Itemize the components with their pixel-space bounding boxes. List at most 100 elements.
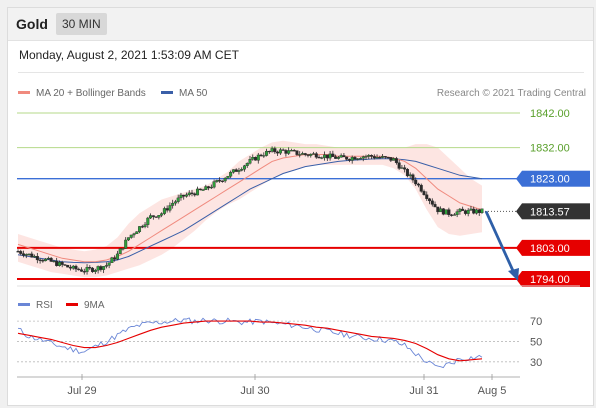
candle-body-90: [265, 150, 269, 156]
candle-body-72: [215, 180, 219, 182]
candle-body-77: [229, 171, 233, 177]
candle-body-11: [46, 257, 50, 260]
rsi-ma-line: [17, 320, 483, 362]
legend-9ma: 9MA: [66, 300, 105, 311]
rsi-line: [17, 317, 483, 369]
candle-body-35: [113, 257, 117, 260]
candle-body-101: [295, 150, 299, 155]
candle-body-54: [165, 208, 169, 211]
candle-body-152: [436, 206, 440, 213]
candle-body-119: [345, 156, 349, 160]
level-label-text-1: 1832.00: [530, 143, 570, 155]
candle-body-131: [378, 157, 382, 159]
candle-body-122: [353, 157, 357, 160]
candle-body-65: [196, 188, 200, 196]
candle-body-71: [212, 181, 216, 188]
candle-body-20: [71, 265, 75, 269]
candle-body-36: [115, 253, 119, 260]
candle-body-130: [375, 157, 379, 159]
level-label-4: 1803.00: [516, 239, 590, 256]
candle-body-2: [22, 253, 26, 256]
candle-body-50: [154, 216, 158, 218]
candle-body-37: [118, 248, 122, 255]
candle-body-49: [151, 215, 155, 217]
candle-body-64: [193, 193, 197, 196]
rsi-level-label-0: 70: [530, 316, 542, 328]
candle-body-38: [121, 248, 125, 250]
candle-body-83: [245, 162, 249, 166]
candle-body-25: [85, 267, 89, 272]
candle-body-167: [477, 209, 481, 213]
candle-body-52: [160, 213, 164, 216]
candle-body-95: [278, 149, 282, 154]
candle-body-91: [267, 150, 271, 153]
rsi-level-label-2: 30: [530, 357, 542, 369]
level-label-arrow-4: [516, 239, 522, 256]
candle-body-84: [248, 159, 252, 164]
candle-body-53: [162, 208, 166, 214]
ma20-line: [17, 154, 483, 263]
candle-body-80: [237, 170, 241, 172]
candle-body-93: [273, 148, 277, 153]
chart-header: Gold 30 MIN: [8, 8, 593, 41]
candle-body-68: [204, 186, 208, 190]
candle-body-164: [469, 208, 473, 211]
candle-body-103: [300, 153, 304, 155]
candle-body-116: [336, 157, 340, 159]
candle-body-61: [184, 194, 188, 197]
candle-body-76: [226, 175, 230, 179]
candle-body-87: [256, 154, 260, 161]
candle-body-47: [146, 217, 150, 225]
x-tick-label-0: Jul 29: [67, 385, 96, 397]
candle-body-46: [143, 224, 147, 227]
candle-body-145: [416, 183, 420, 186]
candle-body-155: [444, 209, 448, 215]
candle-body-157: [450, 214, 454, 216]
candle-body-148: [425, 194, 429, 199]
candle-body-62: [187, 192, 191, 196]
candle-body-113: [328, 153, 332, 159]
timeframe-button[interactable]: 30 MIN: [56, 13, 107, 35]
candle-body-162: [463, 210, 467, 214]
candle-body-156: [447, 209, 451, 216]
candle-body-17: [63, 264, 67, 266]
candle-body-104: [303, 153, 307, 155]
candle-body-134: [386, 156, 390, 159]
projection-arrow-head: [508, 268, 519, 281]
candle-body-128: [370, 155, 374, 157]
candle-body-147: [422, 191, 426, 196]
candle-body-132: [381, 156, 385, 158]
candle-body-158: [452, 214, 456, 216]
candle-body-8: [38, 259, 42, 261]
candle-body-32: [104, 265, 108, 267]
research-credit: Research © 2021 Trading Central: [436, 88, 586, 99]
candle-body-135: [389, 157, 393, 161]
level-label-arrow-2: [516, 170, 522, 187]
candle-body-7: [35, 255, 39, 261]
candle-body-23: [80, 269, 84, 272]
candle-body-3: [24, 254, 28, 256]
candle-body-117: [339, 155, 343, 158]
candle-body-24: [82, 271, 86, 273]
level-label-3: 1813.57: [516, 203, 590, 220]
rsi-swatch: [18, 302, 30, 306]
candle-body-19: [68, 266, 72, 269]
candle-body-136: [392, 158, 396, 161]
candle-body-166: [474, 209, 478, 214]
candle-body-14: [55, 260, 59, 266]
candle-body-137: [394, 158, 398, 163]
level-label-0: 1842.00: [530, 108, 570, 120]
timestamp: Monday, August 2, 2021 1:53:09 AM CET: [19, 48, 239, 62]
candle-body-109: [317, 157, 321, 159]
candle-body-124: [358, 158, 362, 160]
legend-ma50-label: MA 50: [179, 88, 208, 99]
candle-body-29: [96, 266, 100, 271]
candle-body-69: [207, 186, 211, 189]
ma20-swatch: [18, 90, 30, 94]
level-label-bg-4: [522, 239, 590, 256]
candle-body-121: [350, 157, 354, 161]
level-label-text-2: 1823.00: [530, 174, 570, 186]
candle-body-39: [124, 239, 128, 249]
candle-body-108: [314, 153, 318, 158]
candle-body-151: [433, 204, 437, 208]
